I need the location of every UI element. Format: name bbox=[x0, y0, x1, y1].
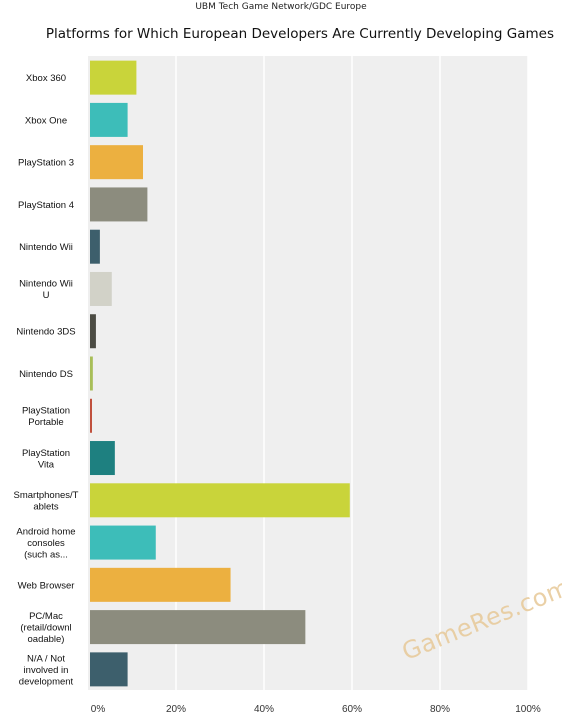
category-label: N/A / Not involved in development bbox=[19, 653, 74, 687]
chart-title: Platforms for Which European Developers … bbox=[45, 26, 554, 42]
source-note: UBM Tech Game Network/GDC Europe bbox=[195, 2, 367, 12]
category-label: PlayStation 3 bbox=[18, 158, 74, 169]
bars bbox=[90, 60, 350, 687]
bar bbox=[90, 398, 92, 433]
x-tick-label: 80% bbox=[430, 704, 450, 715]
bar bbox=[90, 229, 100, 264]
category-label: Nintendo DS bbox=[19, 369, 73, 380]
category-label: PlayStation 4 bbox=[18, 200, 74, 211]
category-label: PC/Mac (retail/downl oadable) bbox=[20, 611, 71, 645]
category-label: PlayStation Portable bbox=[22, 406, 70, 429]
bar bbox=[90, 102, 128, 137]
bar bbox=[90, 525, 156, 560]
category-label: Nintendo Wii bbox=[19, 242, 73, 253]
category-label: Xbox 360 bbox=[26, 73, 66, 84]
x-tick-label: 40% bbox=[254, 704, 274, 715]
x-tick-label: 60% bbox=[342, 704, 362, 715]
bar bbox=[90, 314, 96, 349]
bar bbox=[90, 567, 231, 602]
x-tick-label: 20% bbox=[166, 704, 186, 715]
bar bbox=[90, 652, 128, 687]
bar bbox=[90, 483, 350, 518]
bar bbox=[90, 441, 115, 476]
x-tick-label: 0% bbox=[91, 704, 106, 715]
x-tick-label: 100% bbox=[515, 704, 541, 715]
bar bbox=[90, 145, 143, 180]
category-label: Smartphones/T ablets bbox=[14, 490, 79, 513]
category-label: Xbox One bbox=[25, 115, 67, 126]
category-labels: Xbox 360 Xbox One PlayStation 3 PlayStation… bbox=[14, 73, 79, 687]
x-axis-ticks: 0% 20% 40% 60% 80% 100% bbox=[91, 704, 541, 715]
category-label: Nintendo Wii U bbox=[19, 279, 73, 302]
bar bbox=[90, 356, 93, 391]
bar bbox=[90, 271, 112, 306]
bar bbox=[90, 610, 306, 645]
category-label: Nintendo 3DS bbox=[16, 327, 75, 338]
category-label: PlayStation Vita bbox=[22, 448, 70, 471]
category-label: Web Browser bbox=[18, 580, 75, 591]
bar bbox=[90, 60, 137, 95]
category-label: Android home consoles (such as... bbox=[16, 527, 75, 561]
bar bbox=[90, 187, 148, 222]
